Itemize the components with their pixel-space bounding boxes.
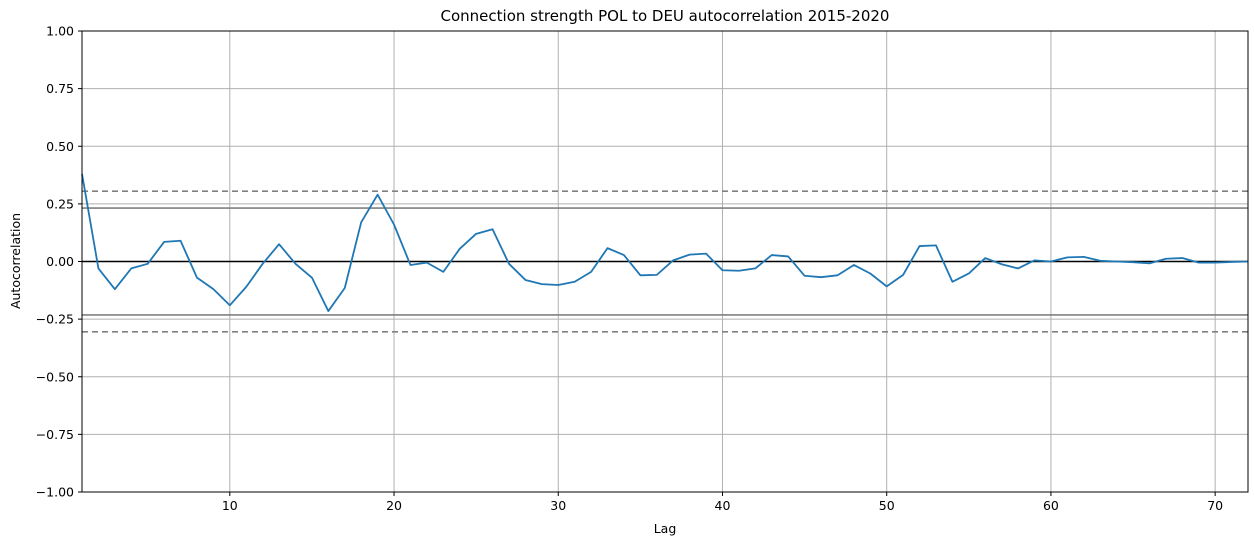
x-tick-label: 40 bbox=[715, 498, 731, 513]
y-tick-label: 0.50 bbox=[46, 139, 74, 154]
x-tick-label: 30 bbox=[550, 498, 566, 513]
x-tick-label: 70 bbox=[1207, 498, 1223, 513]
x-axis-ticks: 10 20 30 40 50 60 70 bbox=[222, 492, 1223, 513]
x-tick-label: 60 bbox=[1043, 498, 1059, 513]
reference-lines bbox=[82, 190, 1248, 333]
y-tick-label: 0.00 bbox=[46, 254, 74, 269]
x-tick-label: 50 bbox=[879, 498, 895, 513]
chart-title: Connection strength POL to DEU autocorre… bbox=[441, 7, 890, 25]
y-tick-label: −0.50 bbox=[36, 369, 74, 384]
y-tick-label: 0.25 bbox=[46, 196, 74, 211]
y-tick-label: 0.75 bbox=[46, 81, 74, 96]
series-line-group bbox=[81, 173, 1249, 312]
x-tick-label: 10 bbox=[222, 498, 238, 513]
y-tick-label: −0.75 bbox=[36, 427, 74, 442]
autocorrelation-series-line bbox=[81, 173, 1249, 312]
y-tick-label: 1.00 bbox=[46, 24, 74, 39]
y-tick-label: −0.25 bbox=[36, 312, 74, 327]
x-axis-label: Lag bbox=[654, 521, 677, 536]
y-axis-label: Autocorrelation bbox=[8, 213, 23, 309]
y-axis-ticks: 1.00 0.75 0.50 0.25 0.00 −0.25 −0.50 −0.75 −1.00 bbox=[36, 24, 82, 500]
y-tick-label: −1.00 bbox=[36, 485, 74, 500]
x-tick-label: 20 bbox=[386, 498, 402, 513]
